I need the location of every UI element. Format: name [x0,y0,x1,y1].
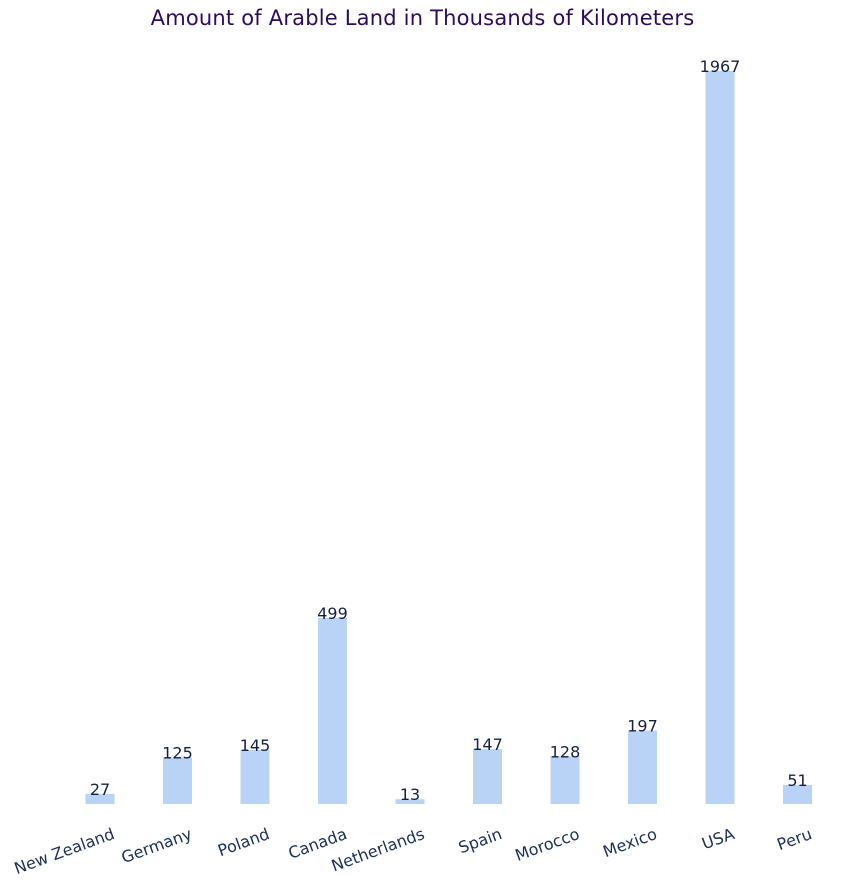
value-label-netherlands: 13 [400,785,420,804]
value-label-mexico: 197 [627,717,658,736]
bars-layer [85,71,812,804]
bar-mexico [628,730,657,804]
x-tick-label-poland: Poland [215,824,272,860]
value-label-peru: 51 [787,771,807,790]
x-tick-label-new-zealand: New Zealand [12,824,117,878]
value-labels-layer: 27 125 145 499 13 147 128 197 1967 51 [90,57,808,804]
value-label-spain: 147 [472,735,503,754]
value-label-morocco: 128 [550,742,581,761]
bar-canada [318,618,347,804]
bar-morocco [550,756,580,804]
bar-new-zealand [85,793,115,804]
bar-spain [473,749,502,804]
x-tick-label-germany: Germany [119,824,195,867]
value-label-poland: 145 [240,736,271,755]
x-tick-label-mexico: Mexico [600,824,659,861]
x-tick-label-usa: USA [699,824,737,853]
bar-poland [240,750,270,804]
value-label-new-zealand: 27 [90,780,110,799]
value-label-usa: 1967 [700,57,741,76]
bar-netherlands [395,799,425,804]
value-label-germany: 125 [162,743,193,762]
bar-germany [163,757,192,804]
value-label-canada: 499 [317,604,348,623]
x-tick-label-spain: Spain [456,824,505,857]
bar-peru [783,785,812,804]
x-tick-labels-layer: New Zealand Germany Poland CanadaNetherland… [12,824,815,878]
x-tick-label-peru: Peru [774,824,814,854]
x-tick-label-morocco: Morocco [512,824,581,865]
bar-usa [705,71,735,804]
chart-title: Amount of Arable Land in Thousands of Ki… [150,6,695,30]
